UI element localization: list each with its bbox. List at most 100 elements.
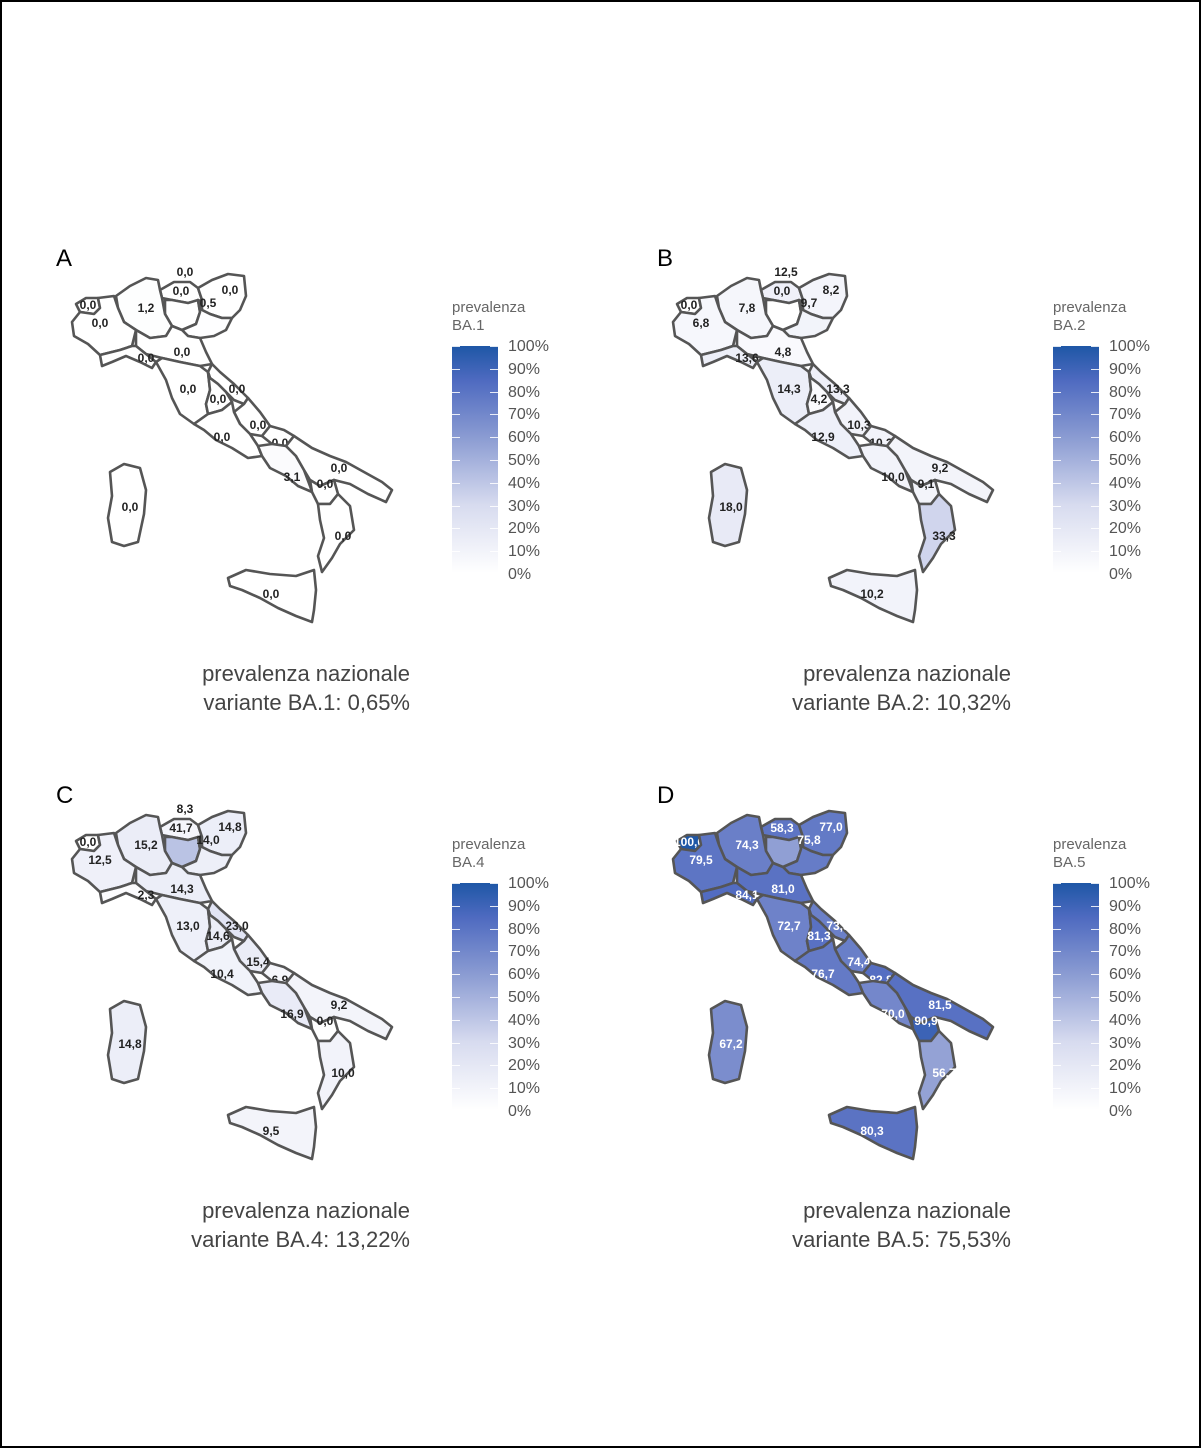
region-value-label: 13,3 bbox=[826, 382, 850, 396]
region-value-label: 9,1 bbox=[918, 477, 935, 491]
legend-tick bbox=[490, 346, 498, 347]
region-value-label: 0,0 bbox=[335, 529, 352, 543]
region-value-label: 0,0 bbox=[173, 284, 190, 298]
legend-tick bbox=[490, 905, 498, 907]
legend-tick bbox=[1091, 951, 1099, 953]
legend-tick bbox=[1053, 391, 1061, 393]
legend-tick bbox=[490, 997, 498, 998]
region-value-label: 7,8 bbox=[739, 301, 756, 315]
legend-colorbar bbox=[1053, 883, 1099, 1112]
legend-tick bbox=[1091, 528, 1099, 530]
legend-tick-label: 0% bbox=[508, 566, 532, 583]
region-piemonte bbox=[70, 831, 138, 894]
legend-tick bbox=[1053, 460, 1061, 461]
legend-tick bbox=[490, 883, 498, 884]
legend-tick bbox=[490, 1088, 498, 1090]
region-value-label: 0,0 bbox=[317, 1014, 334, 1028]
legend-tick-label: 80% bbox=[1109, 920, 1142, 938]
region-sardegna bbox=[707, 462, 749, 548]
legend-tick-label: 70% bbox=[508, 943, 541, 961]
region-emilia-romagna bbox=[134, 324, 214, 368]
region-calabria bbox=[917, 1029, 957, 1111]
legend-tick bbox=[1091, 928, 1099, 930]
region-value-label: 10,0 bbox=[881, 470, 905, 484]
region-liguria bbox=[699, 881, 759, 907]
legend-title: prevalenza BA.1 bbox=[452, 299, 526, 334]
region-value-label: 0,5 bbox=[200, 296, 217, 310]
region-value-label: 14,8 bbox=[218, 820, 242, 834]
region-puglia bbox=[885, 434, 995, 504]
region-value-label: 4,2 bbox=[811, 392, 828, 406]
legend-tick bbox=[490, 1042, 498, 1044]
italy-map-ba4: 8,3 41,7 14,8 0,0 15,2 14,0 12,5 14,3 2,3 13,0 23,… bbox=[70, 802, 394, 1161]
legend-tick bbox=[490, 482, 498, 484]
legend-tick bbox=[1053, 505, 1061, 507]
region-sardegna bbox=[106, 462, 148, 548]
legend-tick bbox=[452, 1111, 460, 1112]
legend-tick-label: 40% bbox=[508, 474, 541, 492]
region-sicilia bbox=[827, 1105, 919, 1161]
legend-tick-label: 0% bbox=[1109, 1103, 1133, 1120]
legend-tick bbox=[1053, 528, 1061, 530]
legend-tick bbox=[1091, 460, 1099, 461]
region-lazio bbox=[192, 937, 264, 997]
region-value-label: 0,0 bbox=[80, 298, 97, 312]
legend-colorbar bbox=[452, 883, 498, 1112]
region-value-label: 4,8 bbox=[775, 345, 792, 359]
legend-tick bbox=[1091, 1019, 1099, 1021]
legend-tick-label: 10% bbox=[508, 543, 541, 561]
legend-tick bbox=[1091, 574, 1099, 575]
legend-tick-label: 60% bbox=[1109, 429, 1142, 447]
region-value-label: 10,0 bbox=[331, 1066, 355, 1080]
legend-tick bbox=[1053, 414, 1061, 416]
legend-tick-label: 60% bbox=[508, 966, 541, 984]
legend-tick bbox=[452, 1065, 460, 1067]
legend-tick bbox=[1091, 1111, 1099, 1112]
region-value-label: 81,5 bbox=[928, 998, 952, 1012]
legend-tick-label: 60% bbox=[1109, 966, 1142, 984]
panel-letter: D bbox=[657, 782, 675, 809]
legend-tick bbox=[1091, 391, 1099, 393]
region-veneto bbox=[180, 298, 234, 340]
region-value-label: 10,4 bbox=[210, 967, 234, 981]
region-value-label: 0,0 bbox=[174, 345, 191, 359]
legend-tick bbox=[452, 905, 460, 907]
legend-tick bbox=[452, 951, 460, 953]
legend-tick bbox=[1053, 551, 1061, 553]
region-value-label: 41,7 bbox=[169, 821, 193, 835]
legend-tick bbox=[452, 391, 460, 393]
legend-title: prevalenza BA.4 bbox=[452, 836, 526, 871]
region-value-label: 12,9 bbox=[811, 430, 835, 444]
region-piemonte bbox=[671, 831, 739, 894]
region-value-label: 0,0 bbox=[210, 392, 227, 406]
region-veneto bbox=[781, 298, 835, 340]
legend-tick-label: 20% bbox=[1109, 1057, 1142, 1075]
region-value-label: 74,4 bbox=[847, 955, 871, 969]
region-value-label: 0,0 bbox=[331, 461, 348, 475]
legend-tick-label: 40% bbox=[1109, 1011, 1142, 1029]
region-value-label: 0,0 bbox=[80, 835, 97, 849]
legend-tick-label: 50% bbox=[1109, 452, 1142, 469]
legend-tick-label: 20% bbox=[1109, 520, 1142, 538]
legend-tick bbox=[1053, 905, 1061, 907]
legend-tick bbox=[452, 997, 460, 998]
legend-tick bbox=[1091, 505, 1099, 507]
legend-tick bbox=[490, 574, 498, 575]
legend-tick bbox=[1053, 997, 1061, 998]
region-value-label: 58,3 bbox=[770, 821, 794, 835]
region-liguria bbox=[98, 344, 158, 370]
legend-tick-label: 50% bbox=[508, 452, 541, 469]
legend-tick-label: 10% bbox=[1109, 1080, 1142, 1098]
legend-tick bbox=[1053, 1088, 1061, 1090]
legend-tick-label: 30% bbox=[1109, 497, 1142, 515]
legend-tick bbox=[1091, 414, 1099, 416]
region-value-label: 1,2 bbox=[138, 301, 155, 315]
region-value-label: 13,6 bbox=[735, 351, 759, 365]
legend-tick bbox=[1091, 551, 1099, 553]
region-value-label: 0,0 bbox=[250, 418, 267, 432]
legend-tick-label: 10% bbox=[508, 1080, 541, 1098]
region-value-label: 0,0 bbox=[774, 284, 791, 298]
legend-colorbar bbox=[1053, 346, 1099, 575]
legend-tick-label: 90% bbox=[508, 360, 541, 378]
